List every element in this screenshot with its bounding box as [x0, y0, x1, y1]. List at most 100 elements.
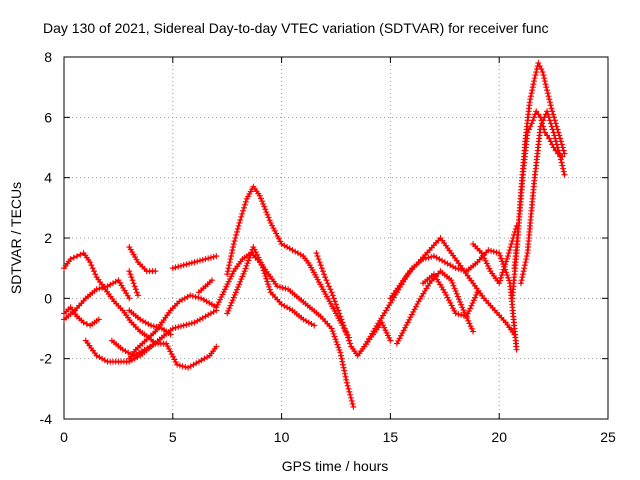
data-point-plus	[540, 72, 547, 79]
data-point-plus	[343, 331, 350, 338]
data-point-plus	[195, 294, 202, 301]
data-point-plus	[379, 322, 386, 329]
data-point-plus	[454, 293, 461, 300]
data-point-plus	[448, 277, 455, 284]
data-point-plus	[70, 254, 77, 261]
data-point-plus	[188, 259, 195, 266]
data-point-plus	[132, 286, 139, 293]
data-point-plus	[227, 256, 234, 263]
data-point-plus	[92, 271, 99, 278]
data-point-plus	[237, 216, 244, 223]
data-point-plus	[544, 90, 551, 97]
series-arc-17	[387, 247, 520, 353]
data-point-plus	[91, 268, 98, 275]
data-point-plus	[557, 156, 564, 163]
data-point-plus	[548, 105, 555, 112]
series-arc-21	[509, 60, 568, 302]
data-point-plus	[199, 256, 206, 263]
data-point-plus	[237, 278, 244, 285]
data-point-plus	[404, 319, 411, 326]
data-point-plus	[220, 288, 227, 295]
data-point-plus	[331, 333, 338, 340]
data-point-plus	[506, 247, 513, 254]
data-point-plus	[447, 299, 454, 306]
data-point-plus	[422, 255, 429, 262]
data-point-plus	[250, 244, 257, 251]
data-point-plus	[338, 316, 345, 323]
data-point-plus	[531, 114, 538, 121]
data-point-plus	[393, 340, 400, 347]
data-point-plus	[246, 254, 253, 261]
data-point-plus	[460, 312, 467, 319]
series-arc-6	[126, 292, 220, 362]
data-point-plus	[252, 249, 259, 256]
data-point-plus	[335, 344, 342, 351]
data-point-plus	[152, 268, 159, 275]
data-point-plus	[541, 78, 548, 85]
data-point-plus	[559, 144, 566, 151]
data-point-plus	[414, 300, 421, 307]
data-point-plus	[441, 289, 448, 296]
data-point-plus	[467, 323, 474, 330]
data-point-plus	[328, 325, 335, 332]
data-point-plus	[207, 254, 214, 261]
data-point-plus	[538, 66, 545, 73]
data-point-plus	[208, 277, 215, 284]
data-point-plus	[346, 388, 353, 395]
data-point-plus	[227, 302, 234, 309]
y-tick-label: 8	[44, 49, 52, 65]
data-point-plus	[460, 307, 467, 314]
data-point-plus	[347, 340, 354, 347]
x-tick-label: 5	[169, 429, 177, 445]
data-point-plus	[464, 310, 471, 317]
data-point-plus	[553, 138, 560, 145]
data-point-plus	[188, 320, 195, 327]
axis-ticks: 0 5 10 15 20 25 -4 -2 0 2 4 6 8	[40, 49, 616, 445]
data-point-plus	[194, 258, 201, 265]
series-arc-1	[61, 250, 159, 347]
data-point-plus	[533, 108, 540, 115]
data-point-plus	[163, 340, 170, 347]
data-point-plus	[197, 257, 203, 264]
data-point-plus	[332, 336, 339, 343]
data-point-plus	[179, 363, 186, 370]
data-point-plus	[261, 203, 268, 210]
data-point-plus	[77, 251, 84, 258]
data-point-plus	[546, 99, 553, 106]
data-point-plus	[549, 126, 556, 133]
data-point-plus	[558, 141, 565, 148]
data-point-plus	[547, 120, 554, 127]
data-point-plus	[256, 192, 263, 199]
data-point-plus	[425, 254, 432, 261]
data-point-plus	[544, 108, 551, 115]
data-point-plus	[541, 75, 548, 82]
data-point-plus	[480, 252, 487, 259]
data-point-plus	[183, 321, 190, 328]
data-point-plus	[504, 255, 511, 262]
data-point-plus	[168, 351, 175, 358]
data-point-plus	[513, 346, 520, 353]
data-point-plus	[240, 204, 247, 211]
data-point-plus	[485, 247, 492, 254]
data-point-plus	[189, 293, 196, 300]
data-point-plus	[247, 252, 254, 259]
data-point-plus	[226, 259, 233, 266]
series-arc-9	[126, 307, 174, 338]
data-point-plus	[217, 296, 224, 303]
data-point-plus	[222, 286, 229, 293]
data-point-plus	[264, 211, 271, 218]
data-point-plus	[522, 259, 529, 266]
data-point-plus	[254, 251, 261, 258]
data-point-plus	[465, 308, 472, 315]
data-point-plus	[264, 278, 271, 285]
data-point-plus	[191, 259, 198, 266]
y-tick-label: 4	[44, 170, 52, 186]
data-point-plus	[251, 246, 258, 253]
data-point-plus	[228, 273, 235, 280]
data-point-plus	[452, 310, 459, 317]
data-point-plus	[445, 297, 452, 304]
data-point-plus	[508, 241, 515, 248]
data-point-plus	[183, 261, 190, 268]
series-arc-18	[393, 268, 477, 347]
data-point-plus	[499, 269, 506, 276]
